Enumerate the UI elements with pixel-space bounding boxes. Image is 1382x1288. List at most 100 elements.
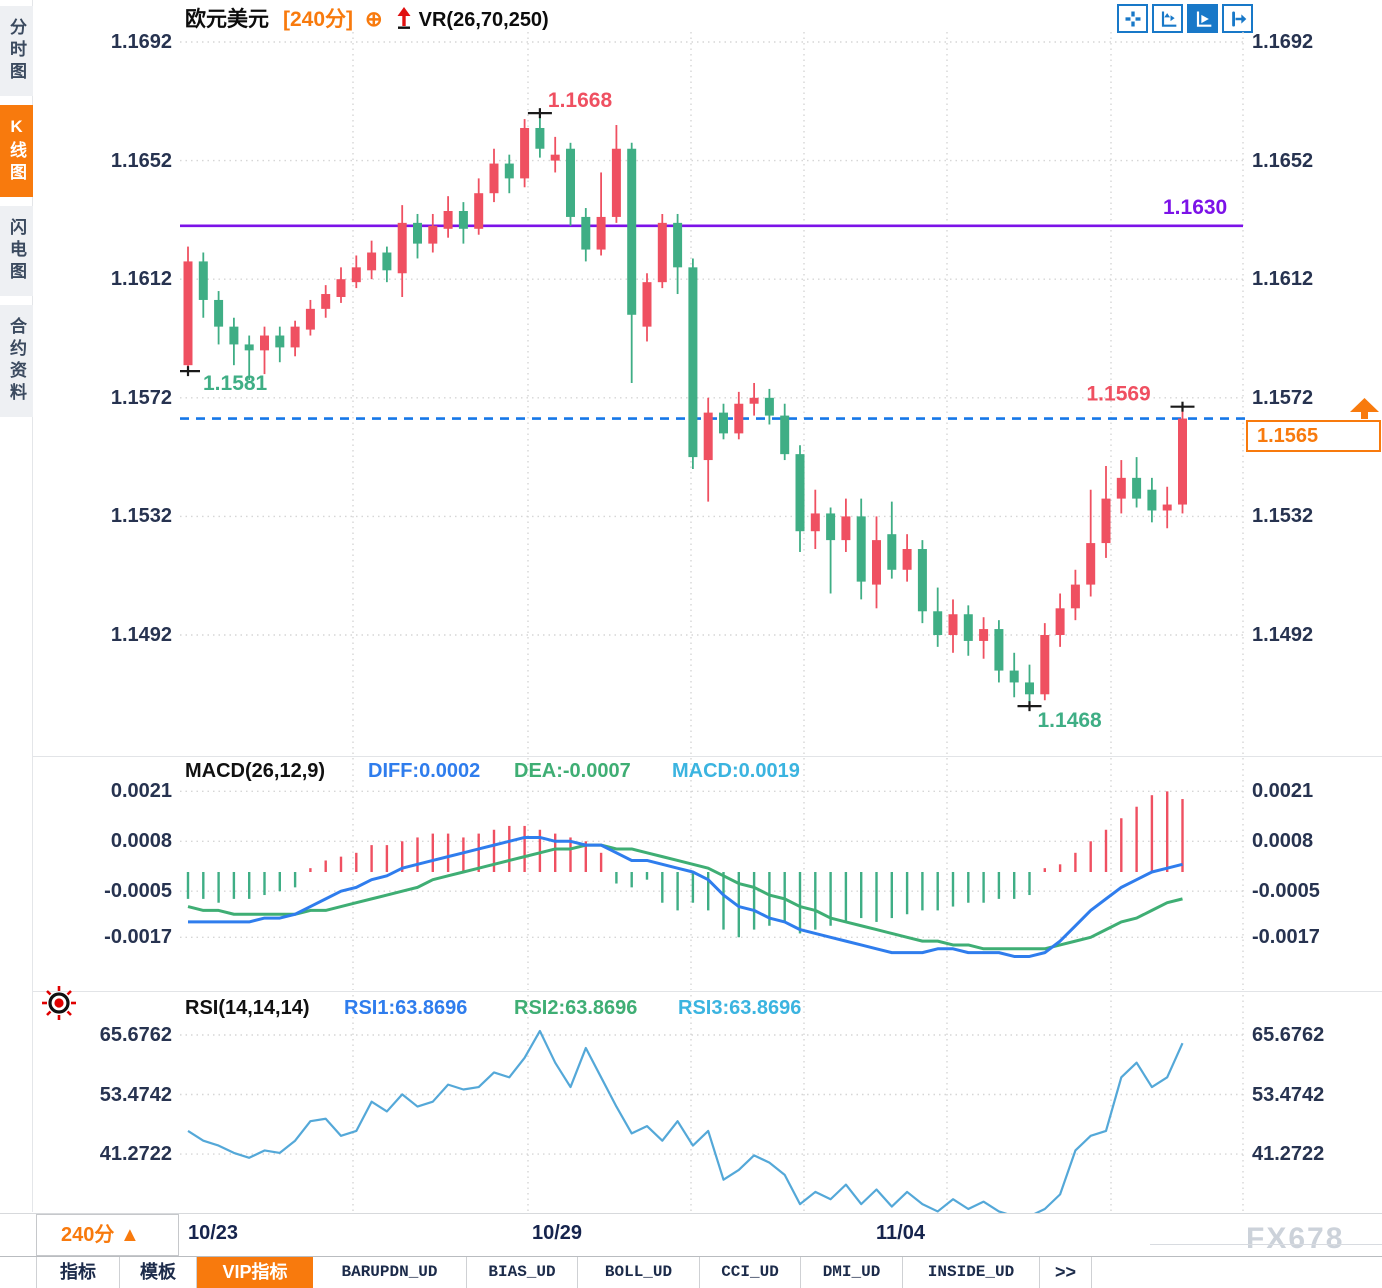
add-indicator-icon[interactable]: ⊕	[365, 8, 383, 31]
axis-pointer-icon[interactable]	[1187, 4, 1218, 33]
candle-body	[1116, 477, 1126, 499]
sidebar-item-kline[interactable]: K线图	[0, 105, 33, 197]
tab-vip-indicator[interactable]: VIP指标	[197, 1257, 313, 1288]
candle-body	[566, 148, 575, 217]
candle-body	[764, 397, 774, 416]
macd-bar	[615, 872, 618, 884]
candle-body	[657, 222, 667, 283]
candle-body	[917, 549, 927, 612]
candle-body	[397, 222, 407, 274]
price-annotation: 1.1581	[203, 372, 268, 395]
candle-body	[826, 513, 836, 541]
candle-body	[1055, 608, 1065, 635]
sidebar-item-contract-info[interactable]: 合约资料	[0, 305, 33, 417]
candle-body	[596, 216, 606, 250]
candle-body	[443, 211, 453, 229]
tab-bias-ud[interactable]: BIAS_UD	[467, 1257, 578, 1288]
candle-body	[979, 629, 989, 641]
macd-bar	[1089, 841, 1092, 872]
macd-bar	[890, 872, 893, 919]
macd-bar	[982, 872, 985, 903]
tab-boll-ud[interactable]: BOLL_UD	[578, 1257, 700, 1288]
macd-bar	[293, 872, 297, 888]
fx678-watermark: FX678	[1246, 1222, 1345, 1255]
candle-body	[642, 282, 652, 327]
macd-bar	[1135, 806, 1138, 872]
price-chart[interactable]: 1.1668 1.1581 1.1468 1.1569	[180, 32, 1246, 755]
period-selector[interactable]: 240分 ▲	[36, 1214, 179, 1256]
macd-bar	[737, 872, 740, 938]
price-annotation: 1.1668	[548, 89, 613, 112]
macd-bar	[538, 829, 542, 872]
macd-bar	[339, 856, 343, 872]
macd-bar	[661, 872, 664, 903]
macd-axis-label: -0.0005	[104, 880, 172, 903]
macd-bar	[814, 872, 817, 930]
candle-body	[795, 454, 805, 532]
price-axis-label: 1.1612	[110, 268, 172, 291]
chart-header: 欧元美元 [240分] ⊕ VR(26,70,250)	[185, 3, 549, 33]
sidebar-item-flash[interactable]: 闪电图	[0, 206, 33, 296]
macd-bar	[462, 837, 465, 872]
tab-dmi-ud[interactable]: DMI_UD	[801, 1257, 903, 1288]
candle-body	[229, 326, 239, 345]
sidebar-item-timeline[interactable]: 分时图	[0, 6, 33, 96]
vr-indicator-label: VR(26,70,250)	[418, 9, 549, 31]
macd-bar	[783, 872, 786, 922]
macd-bar	[401, 841, 404, 872]
macd-bar	[967, 872, 970, 903]
candle-body	[550, 154, 560, 161]
x-axis-date-label: 11/04	[876, 1222, 925, 1244]
price-axis-label: 1.1492	[1252, 624, 1314, 646]
goto-latest-icon[interactable]	[1222, 4, 1253, 33]
candles	[183, 113, 1187, 707]
candle-body	[1132, 477, 1142, 499]
macd-diff-value: DIFF:0.0002	[368, 760, 481, 782]
macd-axis-label: 0.0021	[110, 780, 172, 803]
chart-mode-sidebar: 分时图 K线图闪电图合约资料	[0, 0, 33, 1212]
live-alert-icon[interactable]	[40, 984, 78, 1027]
rsi-axis-label: 65.6762	[1252, 1024, 1325, 1046]
macd-bar	[492, 829, 496, 872]
rsi-axis-label: 65.6762	[99, 1024, 172, 1046]
macd-bar	[798, 872, 802, 934]
tab-inside-ud[interactable]: INSIDE_UD	[903, 1257, 1040, 1288]
period-tag[interactable]: [240分]	[283, 8, 354, 31]
candle-body	[183, 261, 193, 366]
macd-chart[interactable]	[180, 758, 1246, 990]
candle-body	[321, 294, 331, 309]
candle-body	[1009, 670, 1019, 683]
candle-body	[1025, 682, 1034, 695]
macd-bar	[554, 833, 557, 872]
candle-body	[902, 549, 912, 570]
axis-zoom-icon[interactable]	[1152, 4, 1183, 33]
tab-template[interactable]: 模板	[120, 1257, 197, 1288]
macd-bar	[1074, 852, 1077, 872]
price-axis-label: 1.1572	[110, 386, 172, 409]
macd-bar	[217, 872, 220, 903]
candle-body	[719, 412, 728, 434]
tab-indicator[interactable]: 指标	[36, 1257, 120, 1288]
crosshair-icon[interactable]	[1117, 4, 1148, 33]
macd-bar	[370, 845, 373, 872]
tab-cci-ud[interactable]: CCI_UD	[700, 1257, 801, 1288]
rsi1-value: RSI1:63.8696	[344, 997, 468, 1019]
macd-bar	[829, 872, 832, 926]
candle-body	[963, 614, 973, 641]
rsi-chart[interactable]	[180, 995, 1246, 1217]
macd-bar	[202, 872, 205, 899]
macd-bar	[477, 833, 480, 872]
dea-line	[187, 843, 1183, 951]
macd-axis-label: -0.0017	[1252, 926, 1320, 949]
macd-bar	[1166, 791, 1169, 872]
tab-barupdn-ud[interactable]: BARUPDN_UD	[313, 1257, 467, 1288]
candle-body	[994, 629, 1004, 671]
symbol-title: 欧元美元	[185, 8, 269, 31]
candle-body	[336, 279, 346, 297]
tab-more[interactable]: >>	[1040, 1257, 1092, 1288]
price-axis-label: 1.1532	[110, 505, 172, 528]
candle-body	[260, 335, 269, 351]
macd-bar	[309, 868, 312, 872]
candle-body	[1086, 543, 1096, 585]
candle-body	[489, 163, 499, 194]
